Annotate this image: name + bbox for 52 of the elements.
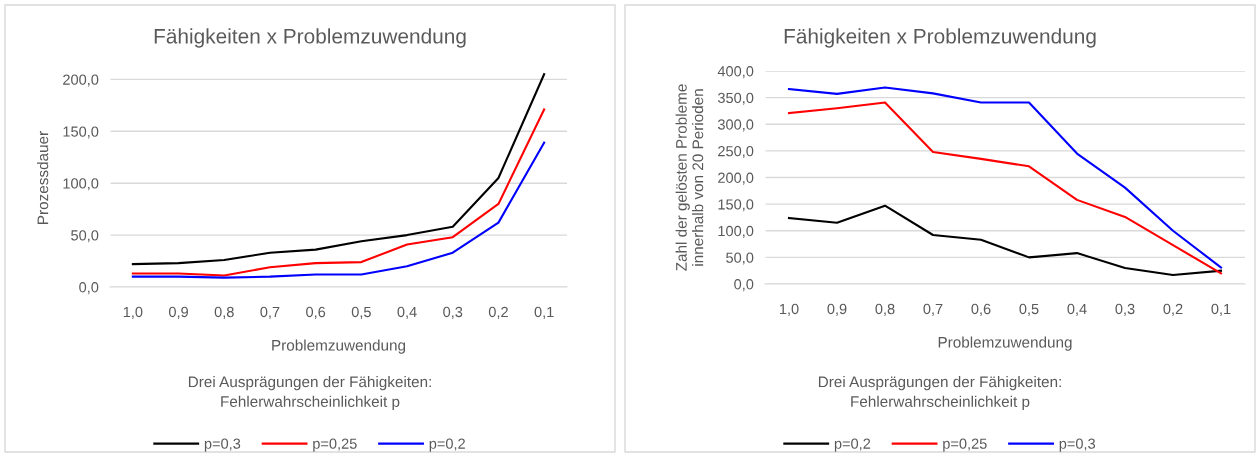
x-tick-label: 0,1 (1211, 303, 1231, 316)
x-tick-label: 0,7 (923, 303, 943, 316)
y-tick-label: 100,0 (718, 225, 754, 238)
x-tick-label: 0,4 (397, 306, 417, 319)
y-tick-label: 100,0 (63, 178, 99, 191)
y-tick-label: 300,0 (717, 119, 754, 132)
y-tick-label: 50,0 (71, 230, 99, 243)
chart-title: Fähigkeiten x Problemzuwendung (154, 28, 466, 48)
legend-label: p=0,25 (943, 438, 987, 452)
x-tick-label: 0,6 (306, 306, 326, 319)
y-tick-label: 0,0 (79, 282, 99, 295)
y-tick-label: 200,0 (718, 172, 754, 185)
legend-title: Drei Ausprägungen der Fähigkeiten: Fehlerwahrscheinlichkeit p (818, 375, 1061, 411)
y-tick-label: 350,0 (717, 92, 754, 105)
y-tick-label: 200,0 (63, 74, 99, 87)
y-tick-label: 50,0 (726, 252, 754, 265)
x-axis-title: Problemzuwendung (938, 336, 1072, 351)
legend-label: p=0,2 (834, 438, 871, 452)
legend-title: Drei Ausprägungen der Fähigkeiten: Fehlerwahrscheinlichkeit p (188, 375, 431, 411)
y-axis-title: Prozessdauer (37, 131, 49, 224)
y-tick-label: 250,0 (718, 145, 754, 159)
line-series (131, 73, 546, 266)
x-tick-label: 0,4 (1067, 303, 1087, 316)
x-tick-label: 0,1 (534, 306, 554, 319)
x-tick-label: 0,5 (1019, 303, 1039, 316)
line-series (131, 108, 546, 277)
x-tick-label: 0,9 (168, 306, 188, 319)
legend-label: p=0,2 (429, 438, 465, 452)
line-series (787, 204, 1223, 276)
x-tick-label: 1,0 (123, 306, 143, 319)
y-tick-label: 0,0 (734, 279, 754, 292)
x-tick-label: 0,3 (1115, 303, 1135, 316)
x-tick-label: 0,2 (488, 306, 508, 319)
x-tick-label: 1,0 (779, 303, 799, 316)
y-axis-title: Zahl der gelösten Probleme innerhalb von 20 Perioden (675, 84, 704, 271)
x-tick-label: 0,6 (971, 303, 991, 316)
y-tick-label: 150,0 (718, 199, 754, 212)
x-tick-label: 0,8 (214, 306, 234, 319)
x-tick-label: 0,8 (875, 303, 895, 316)
x-tick-label: 0,7 (260, 306, 280, 319)
chart-title: Fähigkeiten x Problemzuwendung (784, 28, 1096, 48)
line-series (131, 141, 546, 279)
x-tick-label: 0,3 (443, 306, 463, 319)
legend-label: p=0,3 (204, 438, 241, 452)
legend-label: p=0,25 (313, 438, 357, 452)
y-tick-label: 150,0 (63, 126, 99, 139)
y-tick-label: 400,0 (717, 66, 754, 79)
legend-label: p=0,3 (1059, 438, 1096, 452)
x-tick-label: 0,5 (351, 306, 371, 319)
x-tick-label: 0,2 (1163, 303, 1183, 316)
x-axis-title: Problemzuwendung (272, 339, 406, 354)
x-tick-label: 0,9 (827, 303, 847, 316)
